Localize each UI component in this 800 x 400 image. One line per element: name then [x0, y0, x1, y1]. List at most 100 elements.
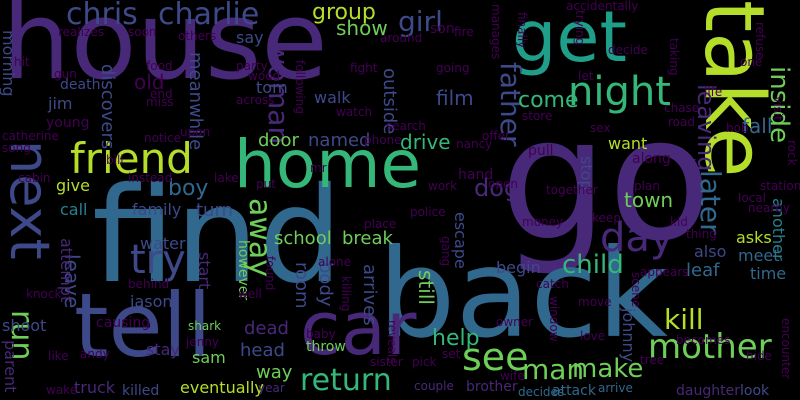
cloud-word: andy — [80, 347, 110, 361]
cloud-word: come — [518, 88, 579, 113]
cloud-word: arrives — [359, 264, 380, 326]
cloud-word: decides — [518, 385, 565, 399]
cloud-word: wake — [46, 383, 78, 397]
cloud-word: going — [436, 61, 470, 75]
cloud-word: search — [386, 119, 426, 133]
cloud-word: walk — [314, 88, 351, 107]
cloud-word: jim — [48, 94, 73, 113]
cloud-word: daughter — [676, 383, 740, 399]
cloud-word: attempt — [57, 238, 76, 303]
cloud-word: fire — [454, 25, 474, 39]
cloud-word: water — [140, 234, 186, 253]
cloud-word: home — [234, 126, 422, 203]
cloud-word: behind — [128, 277, 170, 291]
cloud-word: help — [432, 326, 480, 351]
cloud-word: open — [488, 177, 518, 191]
cloud-word: baby — [306, 327, 336, 341]
cloud-word: notice — [144, 131, 181, 145]
cloud-word: show — [336, 16, 388, 40]
cloud-word: stop — [577, 156, 596, 191]
cloud-word: instead — [128, 171, 173, 185]
cloud-word: like — [48, 349, 69, 363]
cloud-word: find — [92, 159, 343, 313]
cloud-word: outside — [379, 68, 400, 135]
cloud-word: local — [738, 191, 766, 205]
cloud-word: wood — [248, 69, 281, 83]
cloud-word: decide — [608, 43, 648, 57]
cloud-word: becomes — [676, 333, 731, 347]
cloud-word: head — [240, 340, 285, 361]
cloud-word: fall — [742, 114, 773, 138]
cloud-word: upon — [180, 125, 211, 139]
cloud-word: station — [760, 179, 800, 193]
cloud-word: tom — [256, 78, 288, 97]
cloud-word: shoot — [2, 316, 47, 335]
cloud-word: catherine — [2, 129, 59, 143]
cloud-word: attack — [552, 383, 596, 399]
cloud-word: son — [430, 21, 455, 37]
cloud-word: inside — [764, 66, 794, 143]
cloud-word: see — [462, 335, 529, 379]
cloud-word: child — [562, 250, 624, 280]
cloud-word: nearby — [748, 201, 790, 215]
cloud-word: mr — [310, 161, 327, 175]
cloud-word: discovers — [97, 64, 118, 150]
cloud-word: chase — [664, 101, 700, 115]
cloud-word: group — [312, 0, 376, 25]
cloud-word: stay — [146, 340, 180, 359]
cloud-word: one — [740, 55, 763, 69]
cloud-word: old — [134, 70, 165, 94]
cloud-word: sister — [370, 355, 403, 369]
cloud-word: time — [750, 264, 787, 283]
cloud-word: night — [568, 69, 671, 115]
cloud-word: soon — [128, 25, 157, 39]
cloud-word: bill — [106, 153, 124, 167]
cloud-word: way — [256, 362, 293, 383]
cloud-word: plan — [634, 179, 660, 193]
cloud-word: rock — [785, 140, 799, 166]
cloud-word: gang — [439, 236, 453, 267]
cloud-word: throw — [306, 339, 346, 355]
cloud-word: pick — [412, 355, 437, 369]
cloud-word: together — [546, 183, 598, 197]
cloud-word: next — [0, 140, 61, 260]
cloud-word: father — [494, 62, 527, 147]
cloud-word: another — [769, 198, 788, 261]
cloud-word: jenny — [186, 335, 220, 349]
cloud-word: nancy — [456, 137, 493, 151]
cloud-word: take — [686, 0, 781, 178]
cloud-word: town — [624, 188, 674, 212]
cloud-word: couple — [414, 379, 454, 393]
cloud-word: family — [132, 200, 182, 219]
cloud-word: hit — [14, 55, 30, 69]
cloud-word: store — [522, 109, 553, 123]
cloud-word: kill — [664, 303, 704, 336]
cloud-word: young — [46, 115, 90, 131]
cloud-word: give — [56, 176, 90, 195]
cloud-word: visit — [771, 96, 785, 121]
cloud-word: run — [4, 310, 39, 361]
cloud-word: life — [704, 85, 723, 99]
cloud-word: police — [410, 205, 446, 219]
cloud-word: place — [364, 217, 397, 231]
cloud-word: kid — [670, 215, 688, 229]
cloud-word: year — [258, 381, 285, 395]
cloud-word: hand — [458, 167, 494, 183]
cloud-word: woman — [262, 42, 295, 145]
cloud-word: move — [578, 295, 612, 309]
cloud-word: leaving — [692, 84, 720, 172]
cloud-word: found — [263, 256, 277, 291]
cloud-word: named — [308, 130, 371, 151]
cloud-word: friend — [70, 134, 193, 183]
cloud-word: trying — [573, 10, 587, 46]
cloud-word: house — [2, 0, 328, 104]
cloud-word: taking — [667, 38, 681, 76]
cloud-word: owner — [496, 315, 534, 329]
cloud-word: causing — [96, 315, 151, 331]
cloud-word: keep — [592, 211, 621, 225]
cloud-word: miss — [146, 95, 174, 109]
cloud-word: charlie — [158, 0, 260, 32]
cloud-word: body — [315, 262, 336, 307]
cloud-word: still — [414, 270, 438, 305]
